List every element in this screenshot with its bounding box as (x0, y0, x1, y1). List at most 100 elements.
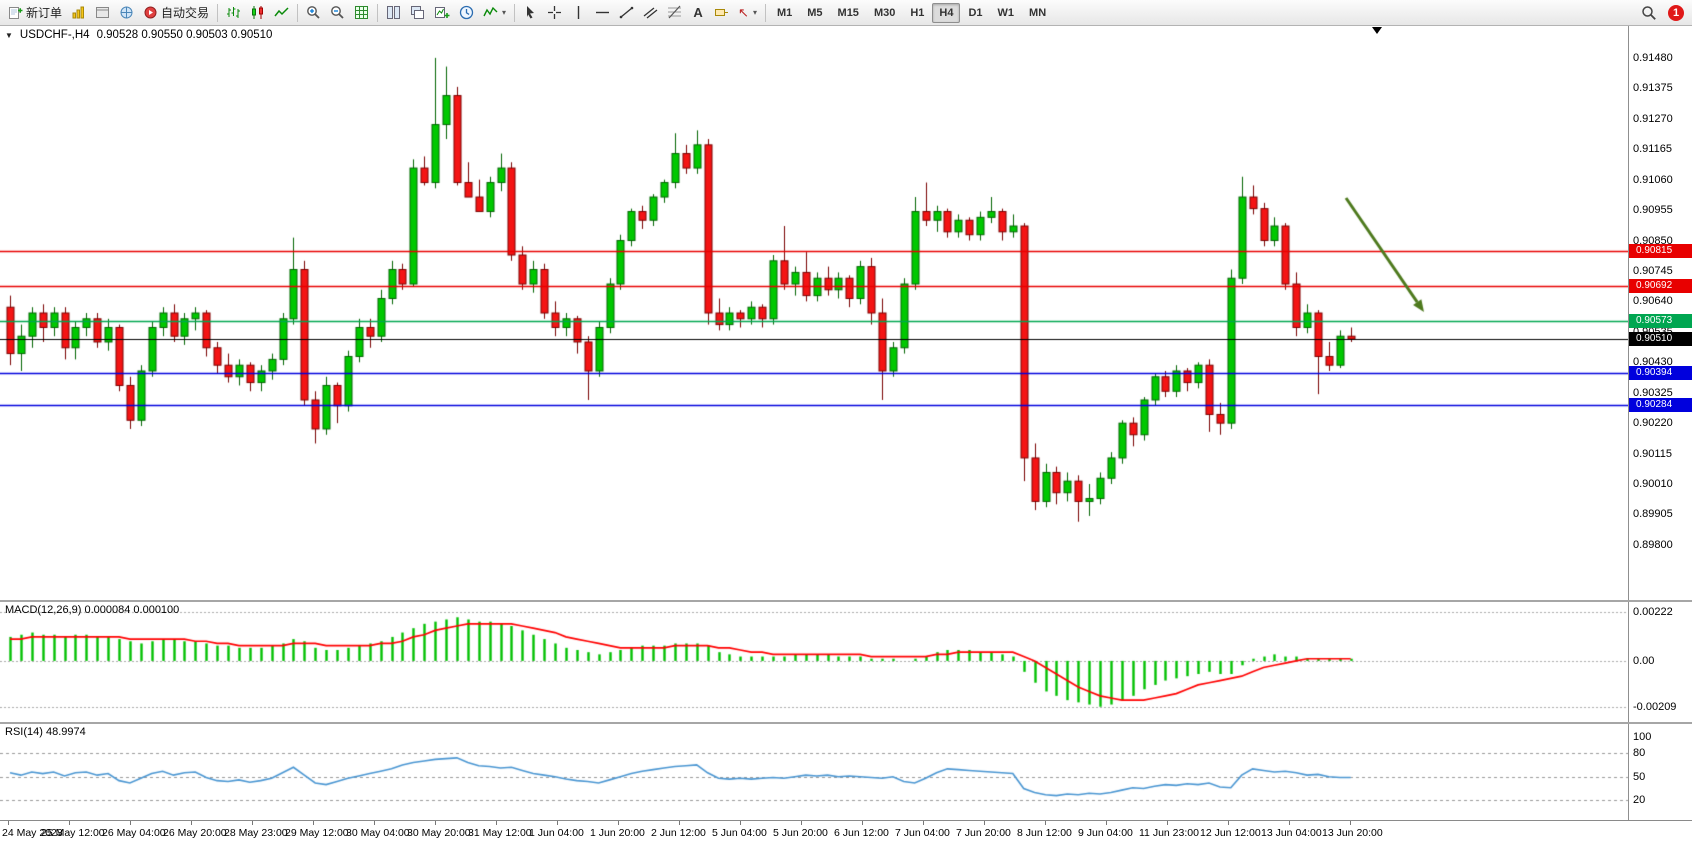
time-axis-label: 13 Jun 20:00 (1322, 827, 1383, 839)
ohlc-bars-icon (227, 7, 241, 18)
timeframe-mn-button[interactable]: MN (1029, 6, 1047, 19)
time-axis-tick (679, 821, 680, 825)
time-axis-label: 1 Jun 20:00 (590, 827, 645, 839)
time-axis-tick (1167, 821, 1168, 825)
time-axis-label: 30 May 04:00 (346, 827, 410, 839)
time-axis-tick (435, 821, 436, 825)
price-level-tag: 0.90692 (1629, 279, 1692, 294)
pane-separator[interactable] (0, 722, 1692, 724)
price-axis-tick: 0.90010 (1633, 478, 1673, 491)
line-chart-button[interactable] (270, 2, 293, 24)
vertical-line-icon (577, 6, 580, 19)
toolbar-separator (764, 3, 766, 22)
clock-button[interactable] (455, 2, 478, 24)
cascade-windows-button[interactable] (406, 2, 429, 24)
arrows-button[interactable]: ↖ ▾ (734, 2, 761, 24)
grid-button[interactable] (350, 2, 373, 24)
trendline-button[interactable] (615, 2, 638, 24)
time-axis-label: 7 Jun 04:00 (895, 827, 950, 839)
label-button[interactable] (710, 2, 733, 24)
toolbar-separator (377, 3, 379, 22)
time-axis-tick (557, 821, 558, 825)
time-axis-label: 12 Jun 12:00 (1200, 827, 1261, 839)
time-axis-tick (862, 821, 863, 825)
pane-separator[interactable] (0, 600, 1692, 602)
time-axis-tick (923, 821, 924, 825)
time-axis-tick (69, 821, 70, 825)
auto-trading-label: 自动交易 (161, 6, 210, 20)
time-axis-tick (374, 821, 375, 825)
time-axis-tick (1350, 821, 1351, 825)
label-icon (715, 9, 729, 16)
time-axis-label: 1 Jun 04:00 (529, 827, 584, 839)
profile-button[interactable] (91, 2, 114, 24)
search-button[interactable] (1637, 2, 1661, 24)
rsi-canvas[interactable] (0, 724, 1628, 820)
search-icon (1642, 5, 1656, 20)
time-axis-label: 26 May 04:00 (102, 827, 166, 839)
timeframe-m5-button[interactable]: M5 (807, 6, 823, 19)
fibonacci-button[interactable] (663, 2, 686, 24)
zoom-in-button[interactable] (302, 2, 325, 24)
notification-badge[interactable]: 1 (1668, 4, 1684, 21)
new-chart-button[interactable] (430, 2, 454, 24)
new-order-label: 新订单 (26, 6, 63, 20)
timeframe-group: M1 M5 M15 M30 H1 H4 D1 W1 MN (770, 2, 1053, 23)
timeframe-w1-button[interactable]: W1 (997, 6, 1015, 19)
auto-trading-button[interactable]: 自动交易 (139, 2, 213, 24)
chart-title: ▼ USDCHF-,H4 0.90528 0.90550 0.90503 0.9… (5, 29, 272, 41)
timeframe-m15-button[interactable]: M15 (837, 6, 859, 19)
timeframe-d1-button[interactable]: D1 (968, 6, 983, 19)
price-axis-tick: 0.90850 (1633, 234, 1673, 247)
price-axis-tick: 0.90430 (1633, 356, 1673, 369)
time-axis-tick (1106, 821, 1107, 825)
rsi-label: RSI(14) 48.9974 (5, 726, 86, 738)
candlestick-icon (252, 6, 264, 19)
toolbar-separator (297, 3, 299, 22)
tile-windows-icon (387, 6, 401, 19)
time-axis[interactable]: 24 May 2023 25 May 12:00 26 May 04:00 26 Ma… (0, 820, 1692, 841)
timeframe-h4-button[interactable]: H4 (932, 2, 961, 23)
macd-canvas[interactable] (0, 602, 1628, 722)
horizontal-line-button[interactable] (591, 2, 614, 24)
price-axis-tick: 0.91270 (1633, 112, 1673, 125)
text-button[interactable]: A (687, 2, 709, 24)
cursor-icon (527, 6, 535, 19)
price-axis-tick: 0.89800 (1633, 538, 1673, 551)
zoom-out-button[interactable] (326, 2, 349, 24)
candlestick-chart-button[interactable] (246, 2, 269, 24)
rsi-axis-tick: 50 (1633, 770, 1646, 783)
time-axis-label: 31 May 12:00 (468, 827, 532, 839)
price-axis-tick: 0.90745 (1633, 264, 1673, 277)
data-window-button[interactable] (115, 2, 138, 24)
collapse-triangle-icon[interactable]: ▼ (5, 30, 13, 40)
zoom-out-icon (331, 6, 344, 19)
tile-windows-button[interactable] (382, 2, 405, 24)
text-tool-icon: A (693, 5, 703, 20)
channel-button[interactable] (639, 2, 662, 24)
new-order-button[interactable]: 新订单 (4, 2, 66, 24)
crosshair-button[interactable] (543, 2, 566, 24)
indicators-icon (483, 6, 498, 17)
price-level-tag: 0.90284 (1629, 397, 1692, 412)
vertical-line-button[interactable] (567, 2, 590, 24)
time-axis-tick (1228, 821, 1229, 825)
price-axis-tick: 0.90640 (1633, 295, 1673, 308)
price-level-tag: 0.90815 (1629, 243, 1692, 258)
charts-button[interactable] (67, 2, 90, 24)
time-axis-tick (252, 821, 253, 825)
time-axis-label: 5 Jun 20:00 (773, 827, 828, 839)
timeframe-m1-button[interactable]: M1 (776, 6, 793, 19)
cursor-button[interactable] (519, 2, 542, 24)
rsi-axis-tick: 20 (1633, 794, 1646, 807)
bar-chart-button[interactable] (222, 2, 245, 24)
chevron-down-icon: ▾ (752, 8, 757, 17)
zoom-in-icon (307, 6, 320, 19)
timeframe-h1-button[interactable]: H1 (910, 6, 925, 19)
cascade-windows-icon (411, 6, 425, 19)
timeframe-m30-button[interactable]: M30 (873, 6, 896, 19)
indicators-button[interactable]: ▾ (479, 2, 510, 24)
chart-shift-marker-icon[interactable] (1372, 27, 1382, 34)
main-chart-canvas[interactable] (0, 26, 1628, 600)
time-axis-tick (740, 821, 741, 825)
